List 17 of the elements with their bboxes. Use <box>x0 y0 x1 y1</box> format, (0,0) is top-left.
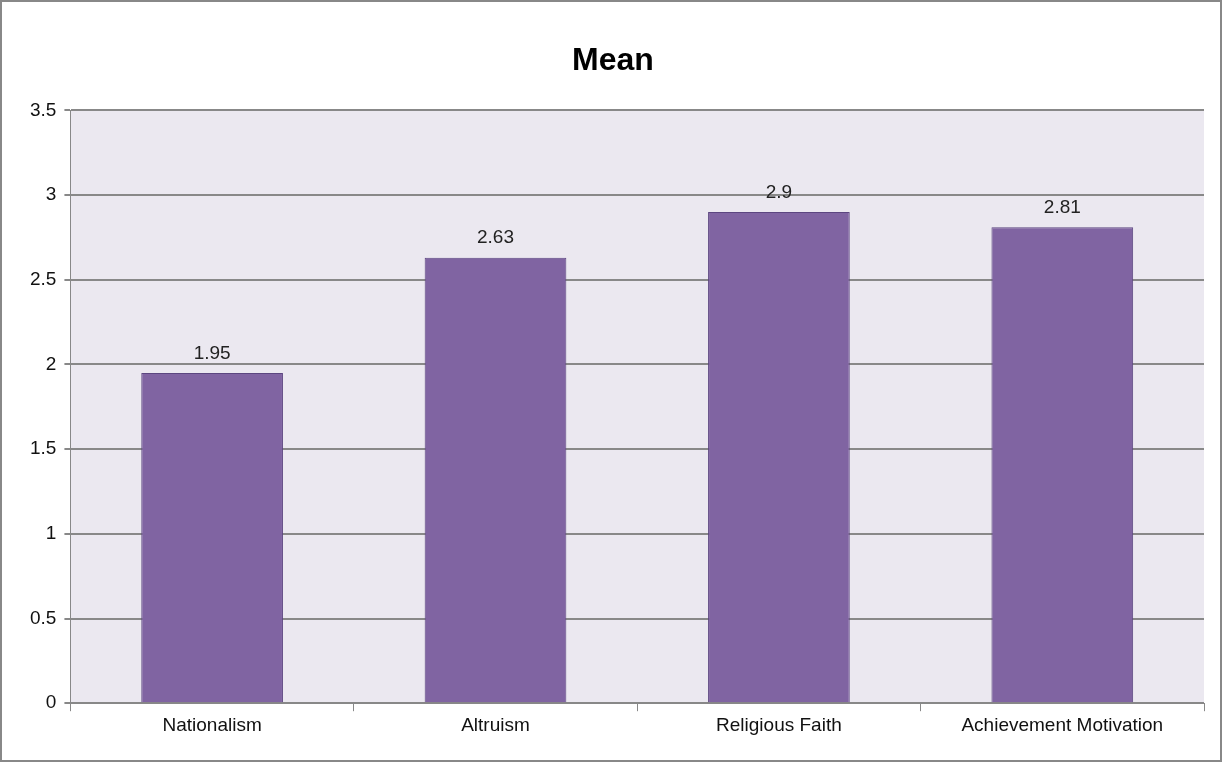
data-label: 1.95 <box>193 341 231 363</box>
y-tick-label: 3 <box>45 183 57 205</box>
y-tick-label: 3.5 <box>29 98 57 120</box>
data-label: 2.63 <box>477 226 514 248</box>
x-tick-label: Nationalism <box>162 713 262 735</box>
data-label: 2.9 <box>765 180 793 202</box>
y-tick-label: 0 <box>45 691 57 713</box>
y-tick-label: 2.5 <box>29 268 57 290</box>
x-tick-label: Achievement Motivation <box>961 713 1164 735</box>
x-tick-label: Religious Faith <box>716 713 842 735</box>
chart-title: Mean <box>572 41 654 78</box>
y-tick-label: 1.5 <box>29 437 57 459</box>
y-tick-label: 2 <box>45 352 57 374</box>
y-tick-label: 1 <box>45 522 57 544</box>
x-tick-label: Altruism <box>461 713 530 735</box>
y-tick-label: 0.5 <box>29 606 57 628</box>
data-label: 2.81 <box>1043 196 1081 217</box>
